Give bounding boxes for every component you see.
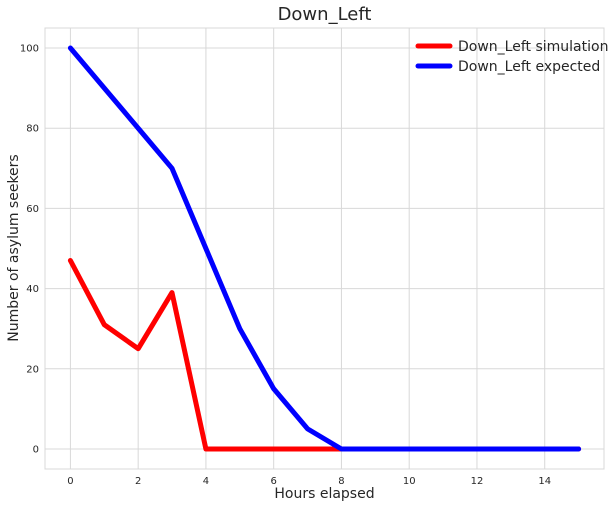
y-tick-label: 0 — [33, 444, 39, 455]
x-tick-label: 14 — [538, 476, 551, 487]
y-tick-label: 80 — [26, 124, 39, 135]
x-tick-label: 8 — [338, 476, 344, 487]
legend-label: Down_Left expected — [458, 59, 600, 75]
y-tick-label: 40 — [26, 284, 39, 295]
series-lines — [67, 45, 582, 452]
series-line-1 — [67, 45, 582, 452]
x-axis-ticks: 0 2 4 6 8 10 12 14 — [67, 476, 551, 487]
x-tick-label: 10 — [403, 476, 416, 487]
x-axis-label: Hours elapsed — [274, 486, 374, 502]
x-tick-label: 4 — [203, 476, 209, 487]
y-tick-label: 60 — [26, 204, 39, 215]
x-tick-label: 0 — [67, 476, 73, 487]
x-tick-label: 12 — [471, 476, 484, 487]
y-axis-label: Number of asylum seekers — [6, 154, 22, 341]
y-tick-label: 20 — [26, 364, 39, 375]
chart-title: Down_Left — [278, 4, 372, 25]
legend-label: Down_Left simulation — [458, 39, 608, 55]
y-tick-label: 100 — [20, 44, 39, 55]
x-tick-label: 6 — [270, 476, 276, 487]
plot-area-frame — [44, 27, 605, 470]
legend: Down_Left simulation Down_Left expected — [415, 39, 608, 75]
y-axis-ticks: 0 20 40 60 80 100 — [20, 44, 39, 456]
x-tick-label: 2 — [135, 476, 141, 487]
